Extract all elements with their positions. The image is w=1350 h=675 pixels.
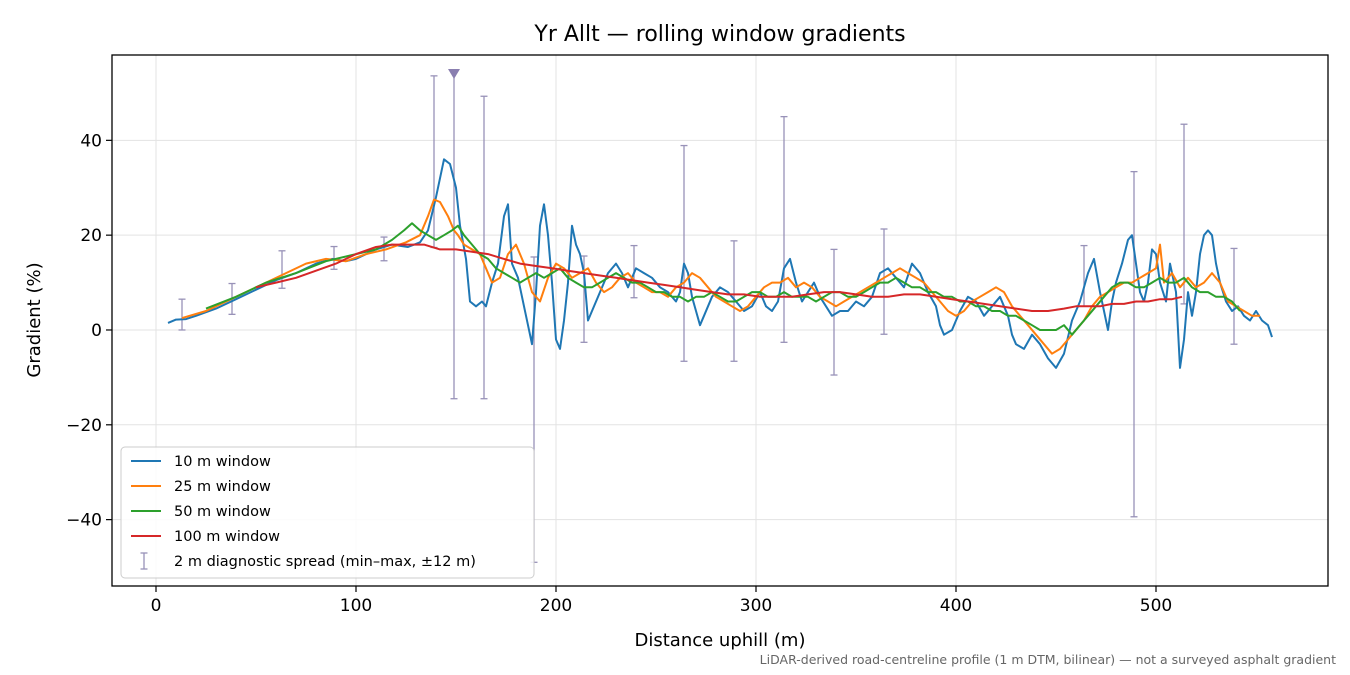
- legend-box: [120, 446, 535, 579]
- x-tick-label: 400: [940, 596, 972, 616]
- y-tick-label: 40: [80, 131, 102, 151]
- x-tick-label: 0: [151, 596, 162, 616]
- axis-ticks: 0 100 200 300 400 500 −40 −20 0 20 40: [66, 131, 1172, 616]
- spread-bar: [1230, 247, 1238, 345]
- legend-item: 50 m window: [131, 504, 271, 520]
- series-line: [255, 243, 1183, 312]
- series-lines: [167, 158, 1273, 369]
- series-line: [167, 158, 1273, 369]
- spread-bar: [330, 245, 338, 270]
- x-axis-label: Distance uphill (m): [635, 630, 806, 651]
- offscale-marker: [448, 68, 460, 79]
- footnote: LiDAR-derived road-centreline profile (1…: [759, 652, 1336, 667]
- spread-bar: [1130, 170, 1138, 518]
- y-tick-label: 20: [80, 226, 102, 246]
- legend-label: 2 m diagnostic spread (min–max, ±12 m): [174, 554, 476, 570]
- legend-item: 2 m diagnostic spread (min–max, ±12 m): [140, 552, 476, 570]
- spread-bar: [780, 115, 788, 343]
- legend-label: 25 m window: [174, 479, 271, 495]
- y-tick-label: −20: [66, 416, 102, 436]
- y-axis-label: Gradient (%): [24, 262, 45, 377]
- legend-label: 50 m window: [174, 504, 271, 520]
- spread-bar: [178, 298, 186, 331]
- legend-item: 25 m window: [131, 479, 271, 495]
- spread-bar: [680, 144, 688, 362]
- x-tick-label: 500: [1140, 596, 1172, 616]
- spread-bar-offscale: [448, 68, 460, 400]
- y-tick-label: −40: [66, 511, 102, 531]
- series-line: [181, 198, 1260, 355]
- x-tick-label: 300: [740, 596, 772, 616]
- plot-frame: [111, 54, 1329, 587]
- chart-title: Yr Allt — rolling window gradients: [533, 22, 905, 47]
- spread-bar: [480, 95, 488, 400]
- spread-bar: [830, 248, 838, 376]
- legend-item: 100 m window: [131, 529, 280, 545]
- spread-bar: [430, 75, 438, 249]
- x-tick-label: 200: [540, 596, 572, 616]
- legend: 10 m window 25 m window 50 m window 100 m w…: [120, 446, 535, 579]
- series-line: [205, 222, 1241, 336]
- legend-label: 100 m window: [174, 529, 280, 545]
- legend-label: 10 m window: [174, 454, 271, 470]
- x-tick-label: 100: [340, 596, 372, 616]
- legend-item: 10 m window: [131, 454, 271, 470]
- y-tick-label: 0: [91, 321, 102, 341]
- diagnostic-spread: [178, 68, 1238, 563]
